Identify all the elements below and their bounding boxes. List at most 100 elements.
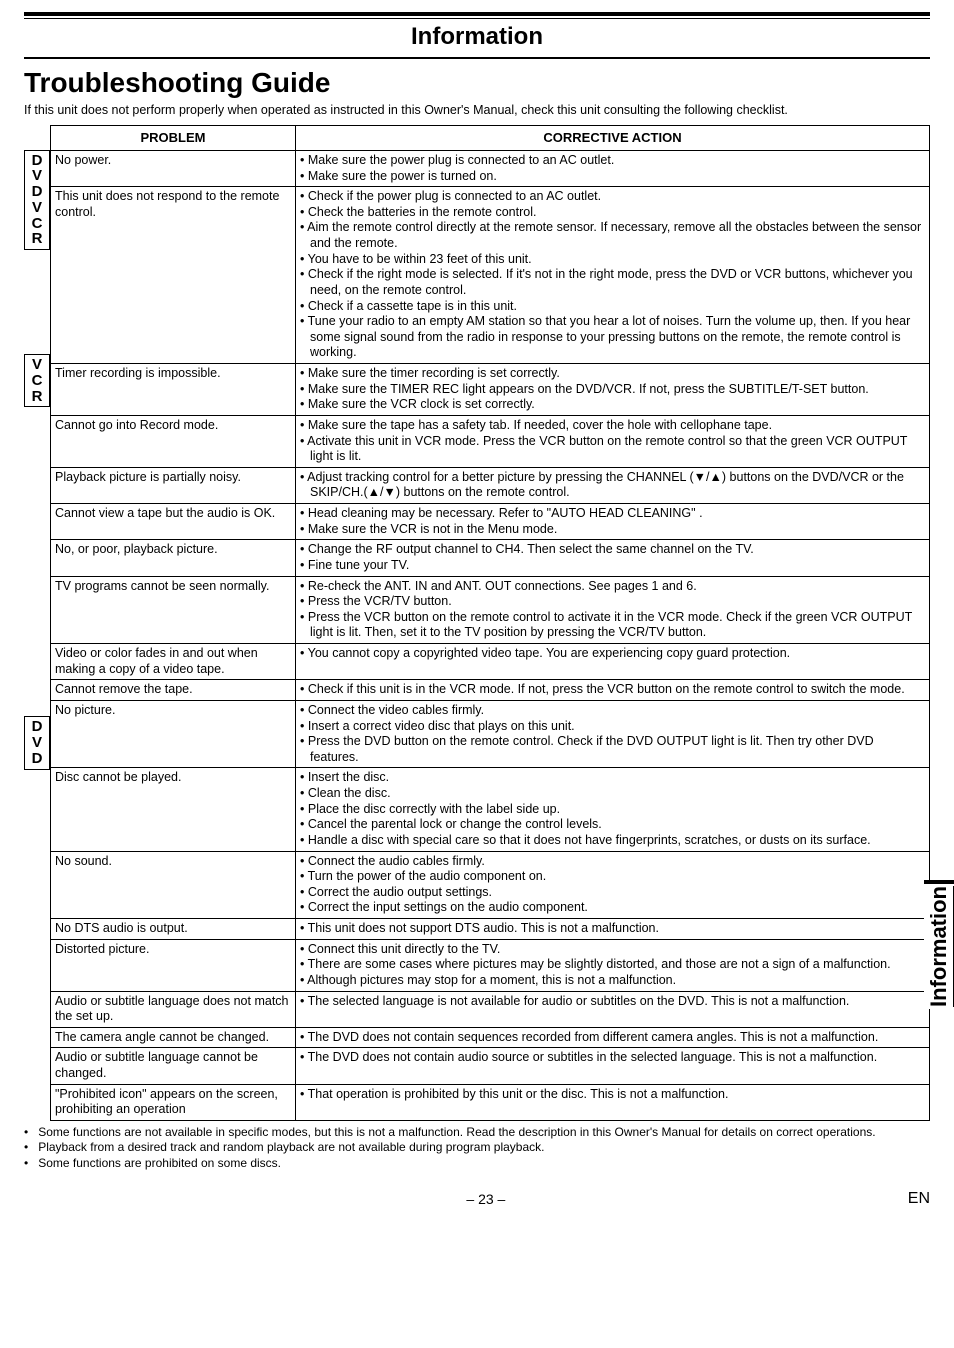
problem-cell: Cannot remove the tape. <box>51 680 296 701</box>
action-item: Make sure the VCR is not in the Menu mod… <box>300 522 925 538</box>
action-cell: The DVD does not contain audio source or… <box>296 1048 930 1084</box>
action-cell: Connect the video cables firmly.Insert a… <box>296 700 930 768</box>
problem-cell: Audio or subtitle language cannot be cha… <box>51 1048 296 1084</box>
action-item: Adjust tracking control for a better pic… <box>300 470 925 501</box>
problem-cell: No picture. <box>51 700 296 768</box>
action-cell: Head cleaning may be necessary. Refer to… <box>296 504 930 540</box>
action-item: Turn the power of the audio component on… <box>300 869 925 885</box>
problem-cell: Cannot go into Record mode. <box>51 415 296 467</box>
action-item: Tune your radio to an empty AM station s… <box>300 314 925 361</box>
table-row: Audio or subtitle language cannot be cha… <box>51 1048 930 1084</box>
problem-cell: Disc cannot be played. <box>51 768 296 851</box>
action-item: This unit does not support DTS audio. Th… <box>300 921 925 937</box>
table-row: No, or poor, playback picture.Change the… <box>51 540 930 576</box>
side-tab-information: Information <box>924 880 954 1009</box>
action-item: Press the VCR button on the remote contr… <box>300 610 925 641</box>
problem-cell: Audio or subtitle language does not matc… <box>51 991 296 1027</box>
problem-cell: Video or color fades in and out when mak… <box>51 644 296 680</box>
action-item: Connect this unit directly to the TV. <box>300 942 925 958</box>
action-cell: Adjust tracking control for a better pic… <box>296 467 930 503</box>
table-row: No power.Make sure the power plug is con… <box>51 150 930 186</box>
action-item: Check if the right mode is selected. If … <box>300 267 925 298</box>
troubleshooting-table: PROBLEM CORRECTIVE ACTION No power.Make … <box>50 125 930 1121</box>
language-code: EN <box>908 1190 930 1208</box>
problem-cell: TV programs cannot be seen normally. <box>51 576 296 644</box>
action-item: Check if a cassette tape is in this unit… <box>300 299 925 315</box>
table-row: Cannot remove the tape.Check if this uni… <box>51 680 930 701</box>
action-cell: Check if this unit is in the VCR mode. I… <box>296 680 930 701</box>
footnotes-list: Some functions are not available in spec… <box>24 1125 930 1172</box>
action-item: You cannot copy a copyrighted video tape… <box>300 646 925 662</box>
table-row: Distorted picture.Connect this unit dire… <box>51 939 930 991</box>
action-item: Check the batteries in the remote contro… <box>300 205 925 221</box>
problem-cell: No, or poor, playback picture. <box>51 540 296 576</box>
action-item: Make sure the TIMER REC light appears on… <box>300 382 925 398</box>
action-item: Press the VCR/TV button. <box>300 594 925 610</box>
page-number: – 23 – <box>64 1191 908 1207</box>
action-cell: You cannot copy a copyrighted video tape… <box>296 644 930 680</box>
document-title: Information <box>24 23 930 51</box>
problem-cell: Playback picture is partially noisy. <box>51 467 296 503</box>
col-header-problem: PROBLEM <box>51 125 296 150</box>
action-cell: This unit does not support DTS audio. Th… <box>296 919 930 940</box>
action-cell: That operation is prohibited by this uni… <box>296 1084 930 1120</box>
action-cell: Connect this unit directly to the TV.The… <box>296 939 930 991</box>
action-item: Make sure the tape has a safety tab. If … <box>300 418 925 434</box>
table-row: No picture.Connect the video cables firm… <box>51 700 930 768</box>
action-item: Check if this unit is in the VCR mode. I… <box>300 682 925 698</box>
action-item: Place the disc correctly with the label … <box>300 802 925 818</box>
table-row: TV programs cannot be seen normally.Re-c… <box>51 576 930 644</box>
table-row: Audio or subtitle language does not matc… <box>51 991 930 1027</box>
action-item: Activate this unit in VCR mode. Press th… <box>300 434 925 465</box>
action-item: Connect the audio cables firmly. <box>300 854 925 870</box>
title-underline <box>24 57 930 59</box>
side-label-vcr: V C R <box>24 354 50 407</box>
action-item: Correct the audio output settings. <box>300 885 925 901</box>
action-item: Make sure the power is turned on. <box>300 169 925 185</box>
problem-cell: No sound. <box>51 851 296 919</box>
action-item: Handle a disc with special care so that … <box>300 833 925 849</box>
action-item: Clean the disc. <box>300 786 925 802</box>
footnote-item: Playback from a desired track and random… <box>24 1140 930 1156</box>
action-item: Make sure the timer recording is set cor… <box>300 366 925 382</box>
action-item: Change the RF output channel to CH4. The… <box>300 542 925 558</box>
action-item: Connect the video cables firmly. <box>300 703 925 719</box>
action-item: That operation is prohibited by this uni… <box>300 1087 925 1103</box>
action-item: Cancel the parental lock or change the c… <box>300 817 925 833</box>
problem-cell: "Prohibited icon" appears on the screen,… <box>51 1084 296 1120</box>
action-cell: Make sure the power plug is connected to… <box>296 150 930 186</box>
action-cell: Make sure the tape has a safety tab. If … <box>296 415 930 467</box>
table-row: No DTS audio is output.This unit does no… <box>51 919 930 940</box>
top-rule <box>24 12 930 19</box>
action-cell: Change the RF output channel to CH4. The… <box>296 540 930 576</box>
action-item: Make sure the VCR clock is set correctly… <box>300 397 925 413</box>
footnote-item: Some functions are prohibited on some di… <box>24 1156 930 1172</box>
action-cell: Make sure the timer recording is set cor… <box>296 364 930 416</box>
action-cell: Re-check the ANT. IN and ANT. OUT connec… <box>296 576 930 644</box>
problem-cell: No power. <box>51 150 296 186</box>
side-label-dvd: D V D <box>24 716 50 769</box>
table-row: Playback picture is partially noisy.Adju… <box>51 467 930 503</box>
problem-cell: The camera angle cannot be changed. <box>51 1027 296 1048</box>
action-item: Aim the remote control directly at the r… <box>300 220 925 251</box>
action-item: Insert a correct video disc that plays o… <box>300 719 925 735</box>
table-row: Disc cannot be played.Insert the disc.Cl… <box>51 768 930 851</box>
action-item: Check if the power plug is connected to … <box>300 189 925 205</box>
section-title: Troubleshooting Guide <box>24 67 930 99</box>
col-header-action: CORRECTIVE ACTION <box>296 125 930 150</box>
problem-cell: Distorted picture. <box>51 939 296 991</box>
table-row: This unit does not respond to the remote… <box>51 187 930 364</box>
table-row: Video or color fades in and out when mak… <box>51 644 930 680</box>
page-footer: – 23 – EN <box>24 1190 930 1208</box>
table-row: The camera angle cannot be changed.The D… <box>51 1027 930 1048</box>
action-cell: Check if the power plug is connected to … <box>296 187 930 364</box>
table-header-row: PROBLEM CORRECTIVE ACTION <box>51 125 930 150</box>
action-cell: The selected language is not available f… <box>296 991 930 1027</box>
side-label-dvd-vcr: D V D V C R <box>24 150 50 251</box>
table-row: No sound.Connect the audio cables firmly… <box>51 851 930 919</box>
action-item: The DVD does not contain audio source or… <box>300 1050 925 1066</box>
action-cell: Insert the disc.Clean the disc.Place the… <box>296 768 930 851</box>
action-item: The selected language is not available f… <box>300 994 925 1010</box>
footnote-item: Some functions are not available in spec… <box>24 1125 930 1141</box>
action-item: The DVD does not contain sequences recor… <box>300 1030 925 1046</box>
